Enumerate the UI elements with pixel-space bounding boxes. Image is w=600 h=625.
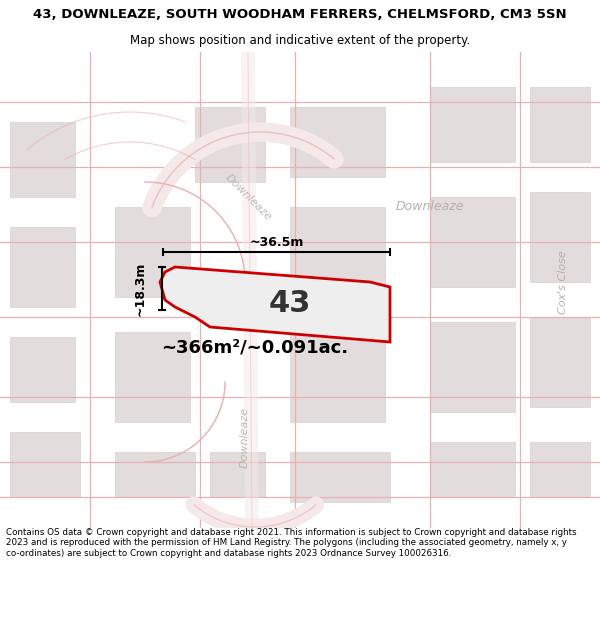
Text: Downleaze: Downleaze bbox=[396, 201, 464, 214]
Bar bbox=[115, 332, 190, 422]
Bar bbox=[430, 322, 515, 412]
Text: 43: 43 bbox=[269, 289, 311, 319]
Text: ~366m²/~0.091ac.: ~366m²/~0.091ac. bbox=[161, 338, 349, 356]
Bar bbox=[430, 87, 515, 162]
Text: ~36.5m: ~36.5m bbox=[250, 236, 304, 249]
Bar bbox=[115, 207, 190, 297]
Bar bbox=[290, 207, 385, 302]
Bar bbox=[290, 327, 385, 422]
Bar bbox=[10, 432, 80, 497]
Text: Downleaze: Downleaze bbox=[240, 406, 250, 468]
Text: 43, DOWNLEAZE, SOUTH WOODHAM FERRERS, CHELMSFORD, CM3 5SN: 43, DOWNLEAZE, SOUTH WOODHAM FERRERS, CH… bbox=[33, 8, 567, 21]
Bar bbox=[210, 452, 265, 497]
Polygon shape bbox=[160, 267, 390, 342]
Text: Map shows position and indicative extent of the property.: Map shows position and indicative extent… bbox=[130, 34, 470, 47]
Bar bbox=[195, 107, 265, 182]
Text: ~18.3m: ~18.3m bbox=[133, 262, 146, 316]
Bar bbox=[530, 192, 590, 282]
Text: Contains OS data © Crown copyright and database right 2021. This information is : Contains OS data © Crown copyright and d… bbox=[6, 528, 577, 558]
Bar bbox=[290, 452, 390, 502]
Bar bbox=[115, 452, 195, 497]
Bar bbox=[10, 122, 75, 197]
Bar bbox=[530, 442, 590, 497]
Bar bbox=[430, 442, 515, 497]
Text: Downleaze: Downleaze bbox=[223, 172, 273, 222]
Bar bbox=[530, 317, 590, 407]
Text: Cox's Close: Cox's Close bbox=[558, 250, 568, 314]
Bar bbox=[530, 87, 590, 162]
Bar bbox=[10, 227, 75, 307]
Bar bbox=[10, 337, 75, 402]
Bar bbox=[290, 107, 385, 177]
Bar bbox=[430, 197, 515, 287]
